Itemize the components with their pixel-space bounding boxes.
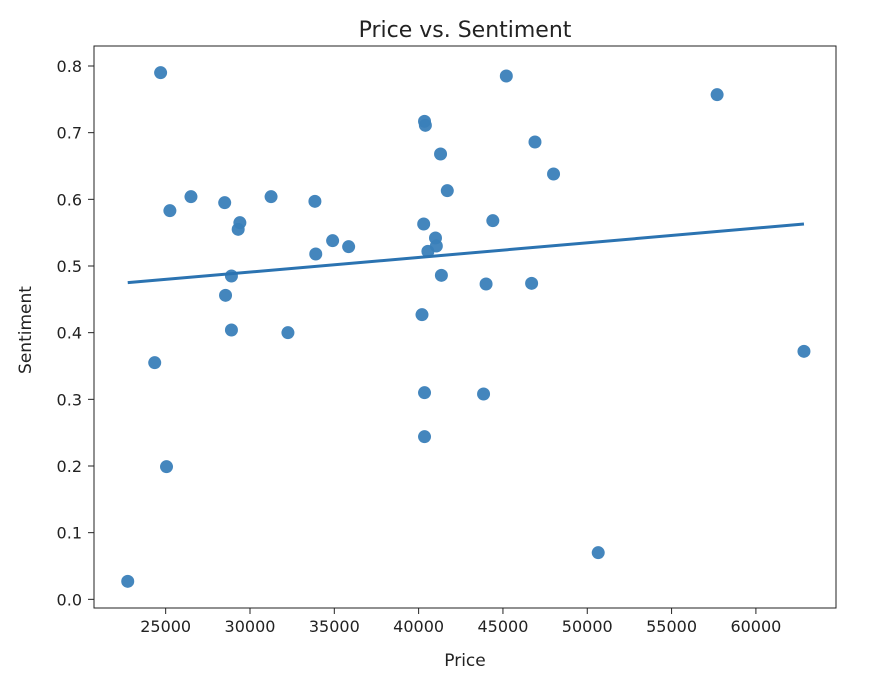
y-tick-label: 0.7 bbox=[57, 124, 82, 143]
y-tick-label: 0.1 bbox=[57, 524, 82, 543]
x-tick-label: 45000 bbox=[477, 617, 528, 636]
y-tick-label: 0.4 bbox=[57, 324, 82, 343]
data-point bbox=[233, 216, 247, 230]
data-point bbox=[797, 344, 811, 358]
data-point bbox=[184, 190, 198, 204]
y-tick-label: 0.0 bbox=[57, 590, 82, 609]
data-point bbox=[429, 239, 443, 253]
x-tick-label: 35000 bbox=[309, 617, 360, 636]
data-point bbox=[418, 118, 432, 132]
data-point bbox=[525, 276, 539, 290]
data-point bbox=[264, 190, 278, 204]
data-point bbox=[418, 430, 432, 444]
data-point bbox=[710, 88, 724, 102]
data-point bbox=[591, 546, 605, 560]
data-point bbox=[486, 214, 500, 228]
data-point bbox=[477, 387, 491, 401]
data-point bbox=[418, 386, 432, 400]
data-point bbox=[434, 268, 448, 282]
x-tick-label: 40000 bbox=[393, 617, 444, 636]
trend-line bbox=[127, 222, 805, 285]
data-point bbox=[434, 147, 448, 161]
data-point bbox=[326, 234, 340, 248]
data-point bbox=[342, 240, 356, 254]
axes: 25000 30000 35000 40000 45000 50000 55000 60000… bbox=[57, 45, 837, 636]
y-tick-label: 0.2 bbox=[57, 457, 82, 476]
x-tick-label: 60000 bbox=[730, 617, 781, 636]
y-tick-label: 0.3 bbox=[57, 390, 82, 409]
y-tick-label: 0.6 bbox=[57, 190, 82, 209]
data-point bbox=[154, 66, 168, 80]
data-point bbox=[309, 247, 323, 261]
x-tick-label: 30000 bbox=[225, 617, 276, 636]
data-point bbox=[528, 135, 542, 149]
data-point bbox=[440, 184, 454, 198]
data-point bbox=[219, 288, 233, 302]
data-point bbox=[121, 574, 135, 588]
plot-frame bbox=[93, 45, 837, 609]
data-point bbox=[160, 460, 174, 474]
data-point bbox=[218, 196, 232, 210]
x-tick-label: 50000 bbox=[562, 617, 613, 636]
plot-area bbox=[121, 66, 811, 588]
data-point bbox=[308, 194, 322, 208]
x-tick-label: 55000 bbox=[646, 617, 697, 636]
data-point bbox=[148, 356, 162, 370]
data-point bbox=[499, 69, 513, 83]
x-tick-label: 25000 bbox=[140, 617, 191, 636]
y-tick-label: 0.5 bbox=[57, 257, 82, 276]
data-point bbox=[224, 323, 238, 337]
data-point bbox=[417, 217, 431, 231]
data-point bbox=[415, 308, 429, 322]
data-point bbox=[547, 167, 561, 181]
data-point bbox=[281, 326, 295, 340]
y-tick-label: 0.8 bbox=[57, 57, 82, 76]
data-point bbox=[163, 204, 177, 218]
chart-title: Price vs. Sentiment bbox=[359, 18, 572, 43]
data-point bbox=[479, 277, 493, 291]
data-point bbox=[224, 269, 238, 283]
x-axis-label: Price bbox=[444, 651, 485, 671]
y-axis-label: Sentiment bbox=[16, 286, 36, 374]
